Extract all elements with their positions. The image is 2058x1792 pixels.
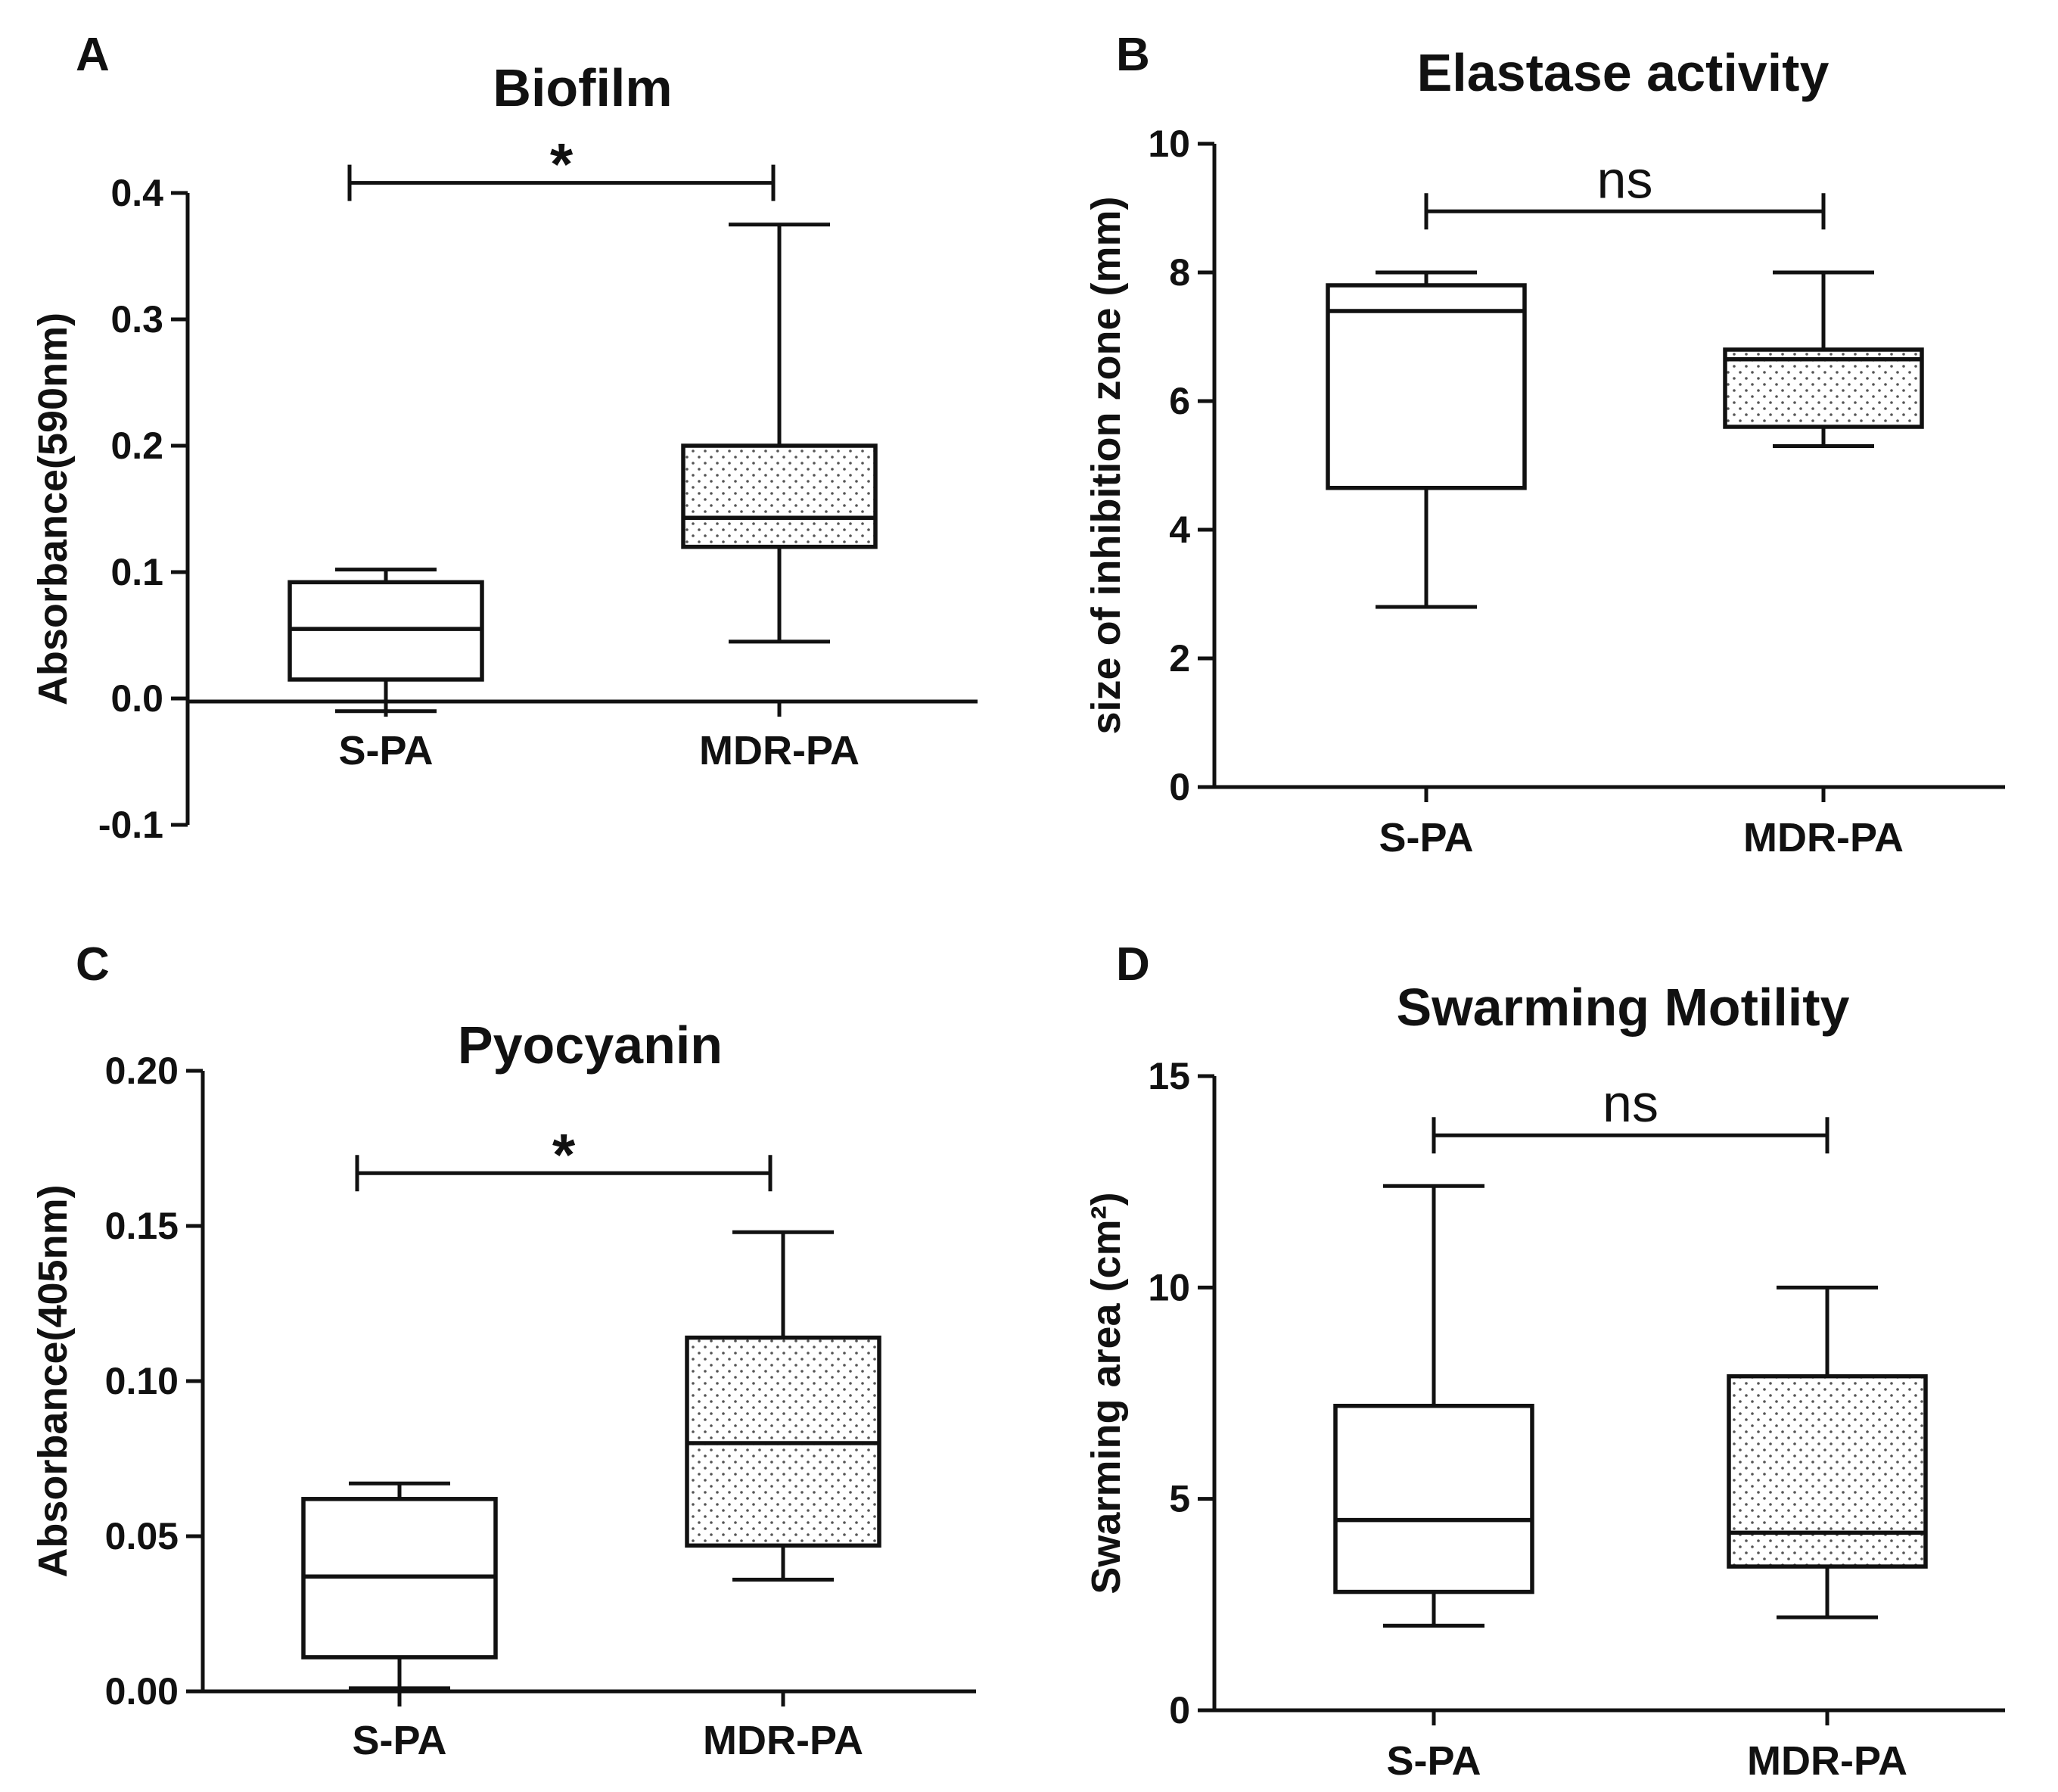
y-tick-label: 0.3 — [110, 298, 163, 341]
box-s-pa — [1333, 1184, 1534, 1628]
y-tick-label: 0.15 — [105, 1205, 179, 1247]
box-mdr-pa — [685, 1230, 881, 1582]
chart-title: Biofilm — [493, 58, 672, 117]
y-tick-label: 0.05 — [105, 1515, 179, 1557]
significance-bracket: ns — [1432, 1074, 1830, 1154]
significance-label: * — [552, 1121, 576, 1187]
significance-label: ns — [1603, 1074, 1659, 1133]
y-tick-label: 10 — [1148, 1266, 1190, 1308]
chart-title: Pyocyanin — [458, 1016, 723, 1075]
box-s-pa — [1326, 270, 1527, 609]
significance-label: ns — [1597, 150, 1653, 209]
x-tick-label: S-PA — [338, 728, 433, 773]
y-tick-label: 10 — [1148, 123, 1190, 165]
y-tick-label: 0.0 — [110, 677, 163, 720]
y-tick-label: 0.20 — [105, 1050, 179, 1092]
significance-bracket: * — [355, 1121, 773, 1192]
y-axis-title: Absorbance(405nm) — [30, 1184, 76, 1577]
significance-bracket: * — [347, 131, 776, 201]
chart-title: Elastase activity — [1417, 43, 1830, 102]
y-axis-title: size of inhibition zone (mm) — [1083, 197, 1129, 735]
significance-bracket: ns — [1424, 150, 1826, 230]
x-tick-label: S-PA — [352, 1718, 446, 1763]
y-tick-label: 6 — [1169, 380, 1190, 422]
iqr-box — [1326, 283, 1527, 490]
panel-letter: C — [76, 938, 110, 991]
panel-b: B Elastase activity size of inhibition zon… — [1083, 29, 2005, 860]
y-axis-title: Absorbance(590nm) — [30, 313, 76, 705]
x-tick-label: S-PA — [1379, 815, 1473, 860]
panel-a: A Biofilm Absorbance(590nm) -0.1 0.0 0.1 0.2 0.… — [30, 29, 978, 846]
panel-letter: D — [1116, 938, 1150, 991]
box-mdr-pa — [1723, 270, 1924, 448]
x-tick-label: MDR-PA — [703, 1718, 863, 1763]
y-tick-label: 2 — [1169, 637, 1190, 680]
box-mdr-pa — [1727, 1285, 1928, 1619]
x-tick-label: MDR-PA — [1743, 815, 1904, 860]
panel-letter: B — [1116, 29, 1150, 81]
y-tick-label: 5 — [1169, 1478, 1190, 1520]
box-mdr-pa — [681, 222, 878, 644]
x-tick-label: MDR-PA — [1747, 1738, 1907, 1784]
y-tick-label: 0.00 — [105, 1670, 179, 1713]
y-tick-label: 0.10 — [105, 1360, 179, 1402]
significance-label: * — [550, 131, 574, 198]
y-tick-label: 0.2 — [110, 425, 163, 467]
panel-c: C Pyocyanin Absorbance(405nm) 0.00 0.05 0.10 0… — [30, 938, 976, 1763]
y-tick-label: 4 — [1169, 509, 1190, 551]
box-s-pa — [288, 568, 484, 714]
iqr-box — [1723, 347, 1924, 429]
y-tick-label: 0 — [1169, 766, 1190, 808]
y-tick-label: 0 — [1169, 1689, 1190, 1731]
panel-d: D Swarming Motility Swarming area (cm²) 0 5 1… — [1083, 938, 2005, 1784]
box-s-pa — [301, 1481, 498, 1691]
y-tick-label: 0.4 — [110, 172, 163, 214]
iqr-box — [1333, 1404, 1534, 1594]
y-tick-label: 0.1 — [110, 551, 163, 593]
panel-letter: A — [76, 29, 110, 81]
x-tick-label: MDR-PA — [699, 728, 860, 773]
iqr-box — [681, 443, 878, 549]
iqr-box — [1727, 1374, 1928, 1569]
y-tick-label: 8 — [1169, 251, 1190, 294]
chart-title: Swarming Motility — [1397, 978, 1850, 1037]
x-tick-label: S-PA — [1386, 1738, 1481, 1784]
y-axis-title: Swarming area (cm²) — [1083, 1192, 1129, 1594]
y-tick-label: -0.1 — [98, 804, 163, 846]
y-tick-label: 15 — [1148, 1055, 1190, 1097]
